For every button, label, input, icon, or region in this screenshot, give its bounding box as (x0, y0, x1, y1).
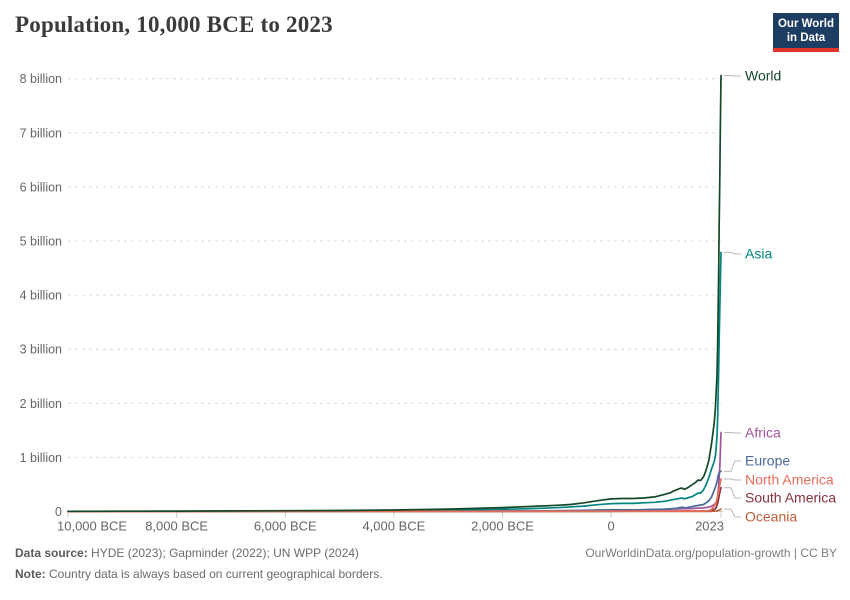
series-line-world (67, 74, 722, 513)
series-label-europe[interactable]: Europe (745, 453, 790, 469)
footer-left: Data source: HYDE (2023); Gapminder (202… (15, 543, 383, 585)
y-tick-label: 0 (55, 505, 62, 519)
series-label-world[interactable]: World (745, 68, 781, 84)
y-tick-label: 8 billion (20, 72, 62, 86)
y-tick-label: 3 billion (20, 343, 62, 357)
series-leader-world (724, 75, 741, 77)
series-line-south-america (67, 486, 722, 513)
series-label-north-america[interactable]: North America (745, 472, 834, 488)
x-tick-label: 2023 (695, 519, 724, 534)
chart-footer: Data source: HYDE (2023); Gapminder (202… (15, 543, 837, 585)
y-tick-label: 6 billion (20, 180, 62, 194)
series-leader-north-america (724, 478, 741, 481)
owid-logo[interactable]: Our World in Data (773, 13, 839, 53)
owid-link[interactable]: OurWorldinData.org/population-growth | C… (585, 546, 837, 560)
y-tick-label: 2 billion (20, 397, 62, 411)
series-leader-africa (724, 432, 741, 434)
y-tick-label: 5 billion (20, 235, 62, 249)
page-title: Population, 10,000 BCE to 2023 (15, 12, 333, 37)
series-line-north-america (67, 478, 722, 513)
series-leader-oceania (724, 508, 741, 518)
series-label-africa[interactable]: Africa (745, 425, 781, 441)
x-tick-label: 2,000 BCE (471, 519, 534, 534)
y-tick-label: 7 billion (20, 126, 62, 140)
series-leader-asia (724, 251, 741, 255)
x-tick-label: 10,000 BCE (57, 519, 127, 534)
x-tick-label: 0 (608, 519, 615, 534)
series-label-asia[interactable]: Asia (745, 246, 772, 262)
series-label-south-america[interactable]: South America (745, 490, 836, 506)
data-source-line: Data source: HYDE (2023); Gapminder (202… (15, 543, 383, 564)
series-leader-europe (724, 460, 741, 472)
series-line-asia (67, 251, 722, 513)
note-label: Note: (15, 567, 46, 581)
y-tick-label: 1 billion (20, 451, 62, 465)
series-leader-south-america (724, 487, 741, 499)
series-label-oceania[interactable]: Oceania (745, 509, 797, 525)
data-source-text: HYDE (2023); Gapminder (2022); UN WPP (2… (87, 546, 359, 560)
y-tick-label: 4 billion (20, 289, 62, 303)
x-tick-label: 4,000 BCE (362, 519, 425, 534)
x-tick-label: 6,000 BCE (254, 519, 317, 534)
series-line-europe (67, 470, 722, 513)
data-source-label: Data source: (15, 546, 88, 560)
owid-logo-line1: Our World (777, 18, 834, 30)
chart-canvas: 0 1 billion 2 billion 3 billion 4 billion 5 b… (20, 68, 837, 534)
owid-logo-line2: in Data (786, 32, 826, 45)
x-tick-label: 8,000 BCE (145, 519, 208, 534)
note-line: Note: Country data is always based on cu… (15, 564, 383, 585)
series-line-africa (67, 431, 722, 513)
note-text: Country data is always based on current … (45, 567, 383, 581)
